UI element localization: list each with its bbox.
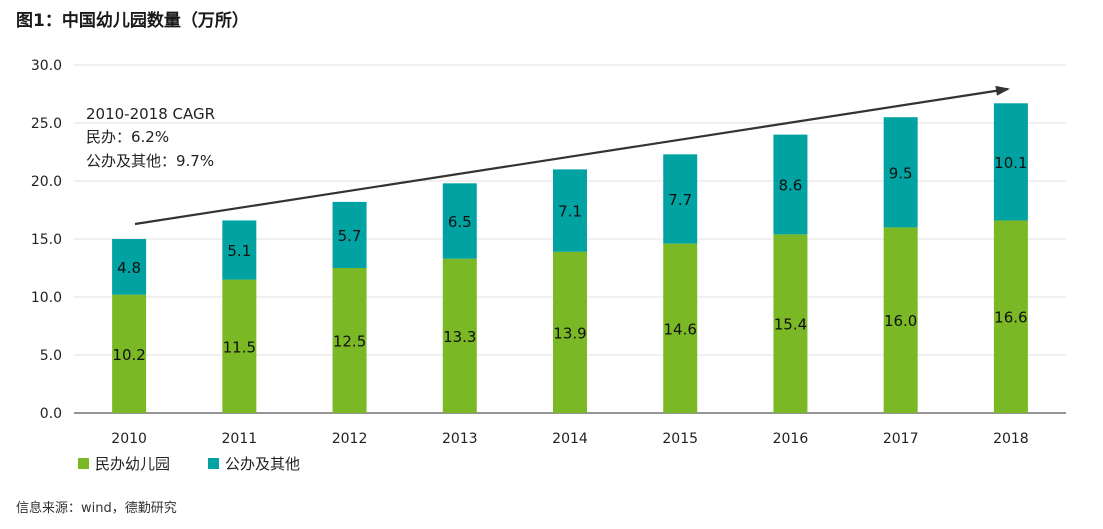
x-tick-label: 2016	[773, 431, 809, 447]
x-tick-label: 2015	[662, 431, 698, 447]
source-note: 信息来源：wind，德勤研究	[16, 501, 177, 516]
x-tick-label: 2018	[993, 431, 1029, 447]
bar-public	[222, 220, 257, 280]
data-label-private: 16.0	[884, 312, 917, 330]
data-label-public: 8.6	[779, 176, 803, 194]
x-tick-label: 2011	[222, 431, 258, 447]
data-label-public: 5.1	[227, 242, 251, 260]
data-label-public: 4.8	[117, 259, 141, 277]
data-label-private: 14.6	[664, 320, 697, 338]
bar-private	[883, 227, 918, 413]
bar-public	[663, 154, 698, 244]
bar-public	[112, 239, 147, 295]
legend-label-public: 公办及其他	[225, 455, 300, 473]
chart-title: 图1：中国幼儿园数量（万所）	[16, 11, 249, 31]
data-label-public: 5.7	[338, 227, 362, 245]
x-tick-label: 2013	[442, 431, 478, 447]
y-tick-label: 25.0	[31, 116, 62, 132]
bar-public	[773, 134, 808, 235]
legend: 民办幼儿园 公办及其他	[78, 455, 300, 473]
x-tick-label: 2010	[111, 431, 147, 447]
data-label-private: 15.4	[774, 316, 807, 334]
data-label-private: 13.3	[443, 328, 476, 346]
bar-private	[112, 294, 147, 413]
y-tick-label: 0.0	[40, 406, 62, 422]
y-tick-label: 20.0	[31, 174, 62, 190]
bar-public	[442, 183, 477, 259]
data-label-private: 10.2	[112, 346, 145, 364]
cagr-annotation-public: 公办及其他：9.7%	[86, 152, 214, 170]
data-label-private: 11.5	[223, 338, 256, 356]
cagr-annotation-title: 2010-2018 CAGR	[86, 105, 215, 123]
bar-public	[553, 169, 587, 252]
y-tick-label: 5.0	[40, 348, 62, 364]
data-label-public: 7.1	[558, 203, 582, 221]
trend-arrow	[134, 85, 1010, 226]
legend-swatch-private	[78, 458, 89, 469]
data-label-public: 6.5	[448, 213, 472, 231]
y-tick-label: 30.0	[31, 58, 62, 74]
bar-private	[773, 234, 808, 413]
legend-label-private: 民办幼儿园	[95, 455, 170, 473]
bar-public	[883, 117, 918, 228]
bar-private	[332, 268, 367, 413]
data-label-public: 7.7	[668, 191, 692, 209]
cagr-annotation-private: 民办：6.2%	[86, 128, 169, 146]
data-label-private: 12.5	[333, 333, 366, 351]
x-tick-label: 2017	[883, 431, 919, 447]
y-tick-label: 15.0	[31, 232, 62, 248]
data-label-public: 10.1	[994, 154, 1027, 172]
bar-private	[663, 243, 698, 413]
bar-private	[553, 251, 587, 413]
bar-private	[993, 220, 1028, 413]
bar-private	[222, 279, 257, 413]
bar-public	[993, 103, 1028, 221]
x-tick-label: 2012	[332, 431, 368, 447]
data-label-public: 9.5	[889, 164, 913, 182]
bar-private	[442, 258, 477, 413]
x-tick-label: 2014	[552, 431, 588, 447]
legend-swatch-public	[208, 458, 219, 469]
data-label-private: 13.9	[553, 324, 586, 342]
bar-public	[332, 201, 367, 268]
y-tick-label: 10.0	[31, 290, 62, 306]
data-label-private: 16.6	[994, 309, 1027, 327]
